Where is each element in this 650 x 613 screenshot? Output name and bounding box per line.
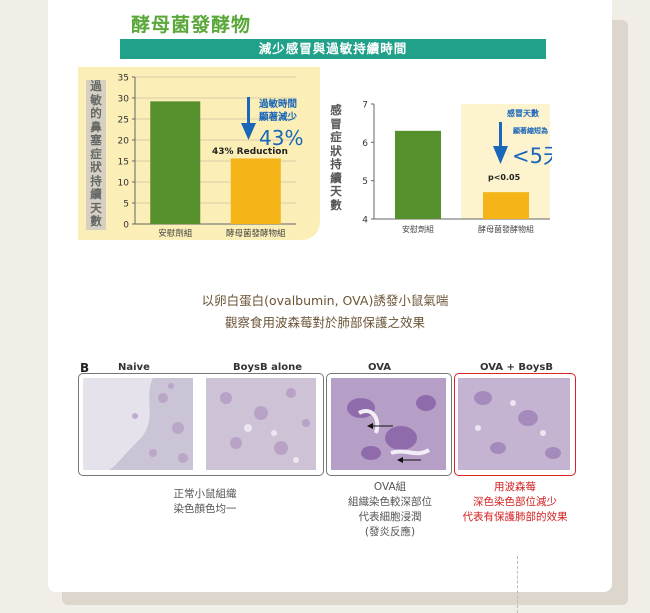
caption-line1: 以卵白蛋白(ovalbumin, OVA)誘發小鼠氣喘 [201,293,449,308]
cold-days-annotation: 感冒天數 顯著縮短為 <5天 p<0.05 [488,108,552,182]
note-normal-line1: 正常小鼠組織 [173,488,237,500]
allergy-chart-tick-label: 0 [123,221,129,231]
panel-letter: B [80,361,90,375]
p-value: p<0.05 [488,173,521,182]
note-ova: OVA組 組織染色較深部位 代表細胞浸潤 (發炎反應) [330,480,450,540]
arrow-head-icon [397,457,403,463]
note-ova-line4: (發炎反應) [364,526,416,538]
arrow-head-icon [367,423,373,429]
allergy-chart-category-label: 酵母菌發酵物組 [226,228,286,239]
section-banner: 減少感冒與過敏持續時間 [120,39,546,59]
boysb-group-frame [454,373,576,476]
dashed-guide [517,556,518,613]
allergy-chart-category-label: 安慰劑組 [158,228,193,239]
note-boysb: 用波森莓 深色染色部位減少 代表有保護肺部的效果 [440,480,590,525]
note-ova-line2: 組織染色較深部位 [348,496,432,508]
note-boysb-line2: 深色染色部位減少 [473,496,557,508]
allergy-chart-tick-label: 10 [118,179,130,189]
allergy-chart: 0 5 10 15 20 25 30 35 安慰劑組 酵母菌發酵物組 過敏時間 顯著減少 43%… [118,74,304,240]
allergy-chart-tick-label: 35 [118,74,129,84]
cold-chart-bars [395,130,529,219]
down-arrow-shaft [247,97,250,123]
cold-chart-bar-2 [483,192,529,219]
note-ova-line1: OVA組 [373,481,407,493]
reduction-label: 43% Reduction [212,147,288,157]
allergy-chart-categories: 安慰劑組 酵母菌發酵物組 [158,228,286,239]
label-naive: Naive [118,362,150,373]
allergy-chart-bar-2 [230,158,281,224]
tissue-image-naive [83,378,193,470]
cold-chart-tick-label: 5 [362,177,368,187]
note-normal: 正常小鼠組織 染色顏色均一 [140,487,270,517]
allergy-chart-tick-label: 5 [123,200,129,210]
cold-chart-tick-label: 4 [362,216,368,226]
label-ova: OVA [368,362,392,373]
cold-chart-bar-1 [395,130,441,219]
cold-chart-tick-label: 6 [362,139,368,149]
cold-chart-tick-label: 7 [362,101,368,111]
tissue-image-ova-boysb [458,378,570,470]
ova-group-frame [326,373,452,476]
note-boysb-line1: 用波森莓 [494,481,536,493]
allergy-chart-bar-1 [150,101,201,224]
allergy-chart-bars [150,101,281,224]
annotation-value: <5天 [512,144,552,168]
cold-chart-category-label: 酵母菌發酵物組 [478,224,534,234]
allergy-chart-tick-label: 15 [118,158,129,168]
allergy-reduction-annotation: 過敏時間 顯著減少 43% 43% Reduction [212,97,303,157]
down-arrow-shaft [499,122,502,148]
tissue-image-boysb-alone [206,378,316,470]
caption-line2: 觀察食用波森莓對於肺部保護之效果 [224,315,425,330]
down-arrow-icon [493,146,508,164]
note-ova-line3: 代表細胞浸潤 [358,511,422,523]
annotation-line2: 顯著減少 [259,111,298,123]
allergy-chart-ylabel: 過敏的鼻塞症狀持續天數 [86,79,106,230]
annotation-line2: 顯著縮短為 [513,126,548,135]
normal-group-frame [78,373,324,476]
allergy-chart-tick-label: 20 [118,137,130,147]
cold-chart-category-label: 安慰劑組 [402,224,434,234]
annotation-line1: 過敏時間 [258,98,297,110]
cold-chart: 4 5 6 7 安慰劑組 酵母菌發酵物組 感冒天數 顯著縮短為 <5天 p<0.05 [362,101,552,235]
allergy-chart-tick-label: 30 [118,95,130,105]
cold-chart-categories: 安慰劑組 酵母菌發酵物組 [402,224,534,234]
note-boysb-line3: 代表有保護肺部的效果 [462,511,568,523]
allergy-chart-tick-label: 25 [118,116,129,126]
annotation-value: 43% [259,126,303,150]
note-normal-line2: 染色顏色均一 [173,503,237,515]
page-title: 酵母菌發酵物 [131,14,252,36]
label-ova-boysb: OVA + BoysB [480,362,553,373]
down-arrow-icon [241,123,256,140]
label-boysb-alone: BoysB alone [233,362,303,373]
tissue-image-ova [331,378,446,470]
cold-chart-ylabel: 感冒症狀持續天數 [330,103,342,212]
annotation-line1: 感冒天數 [507,108,539,118]
